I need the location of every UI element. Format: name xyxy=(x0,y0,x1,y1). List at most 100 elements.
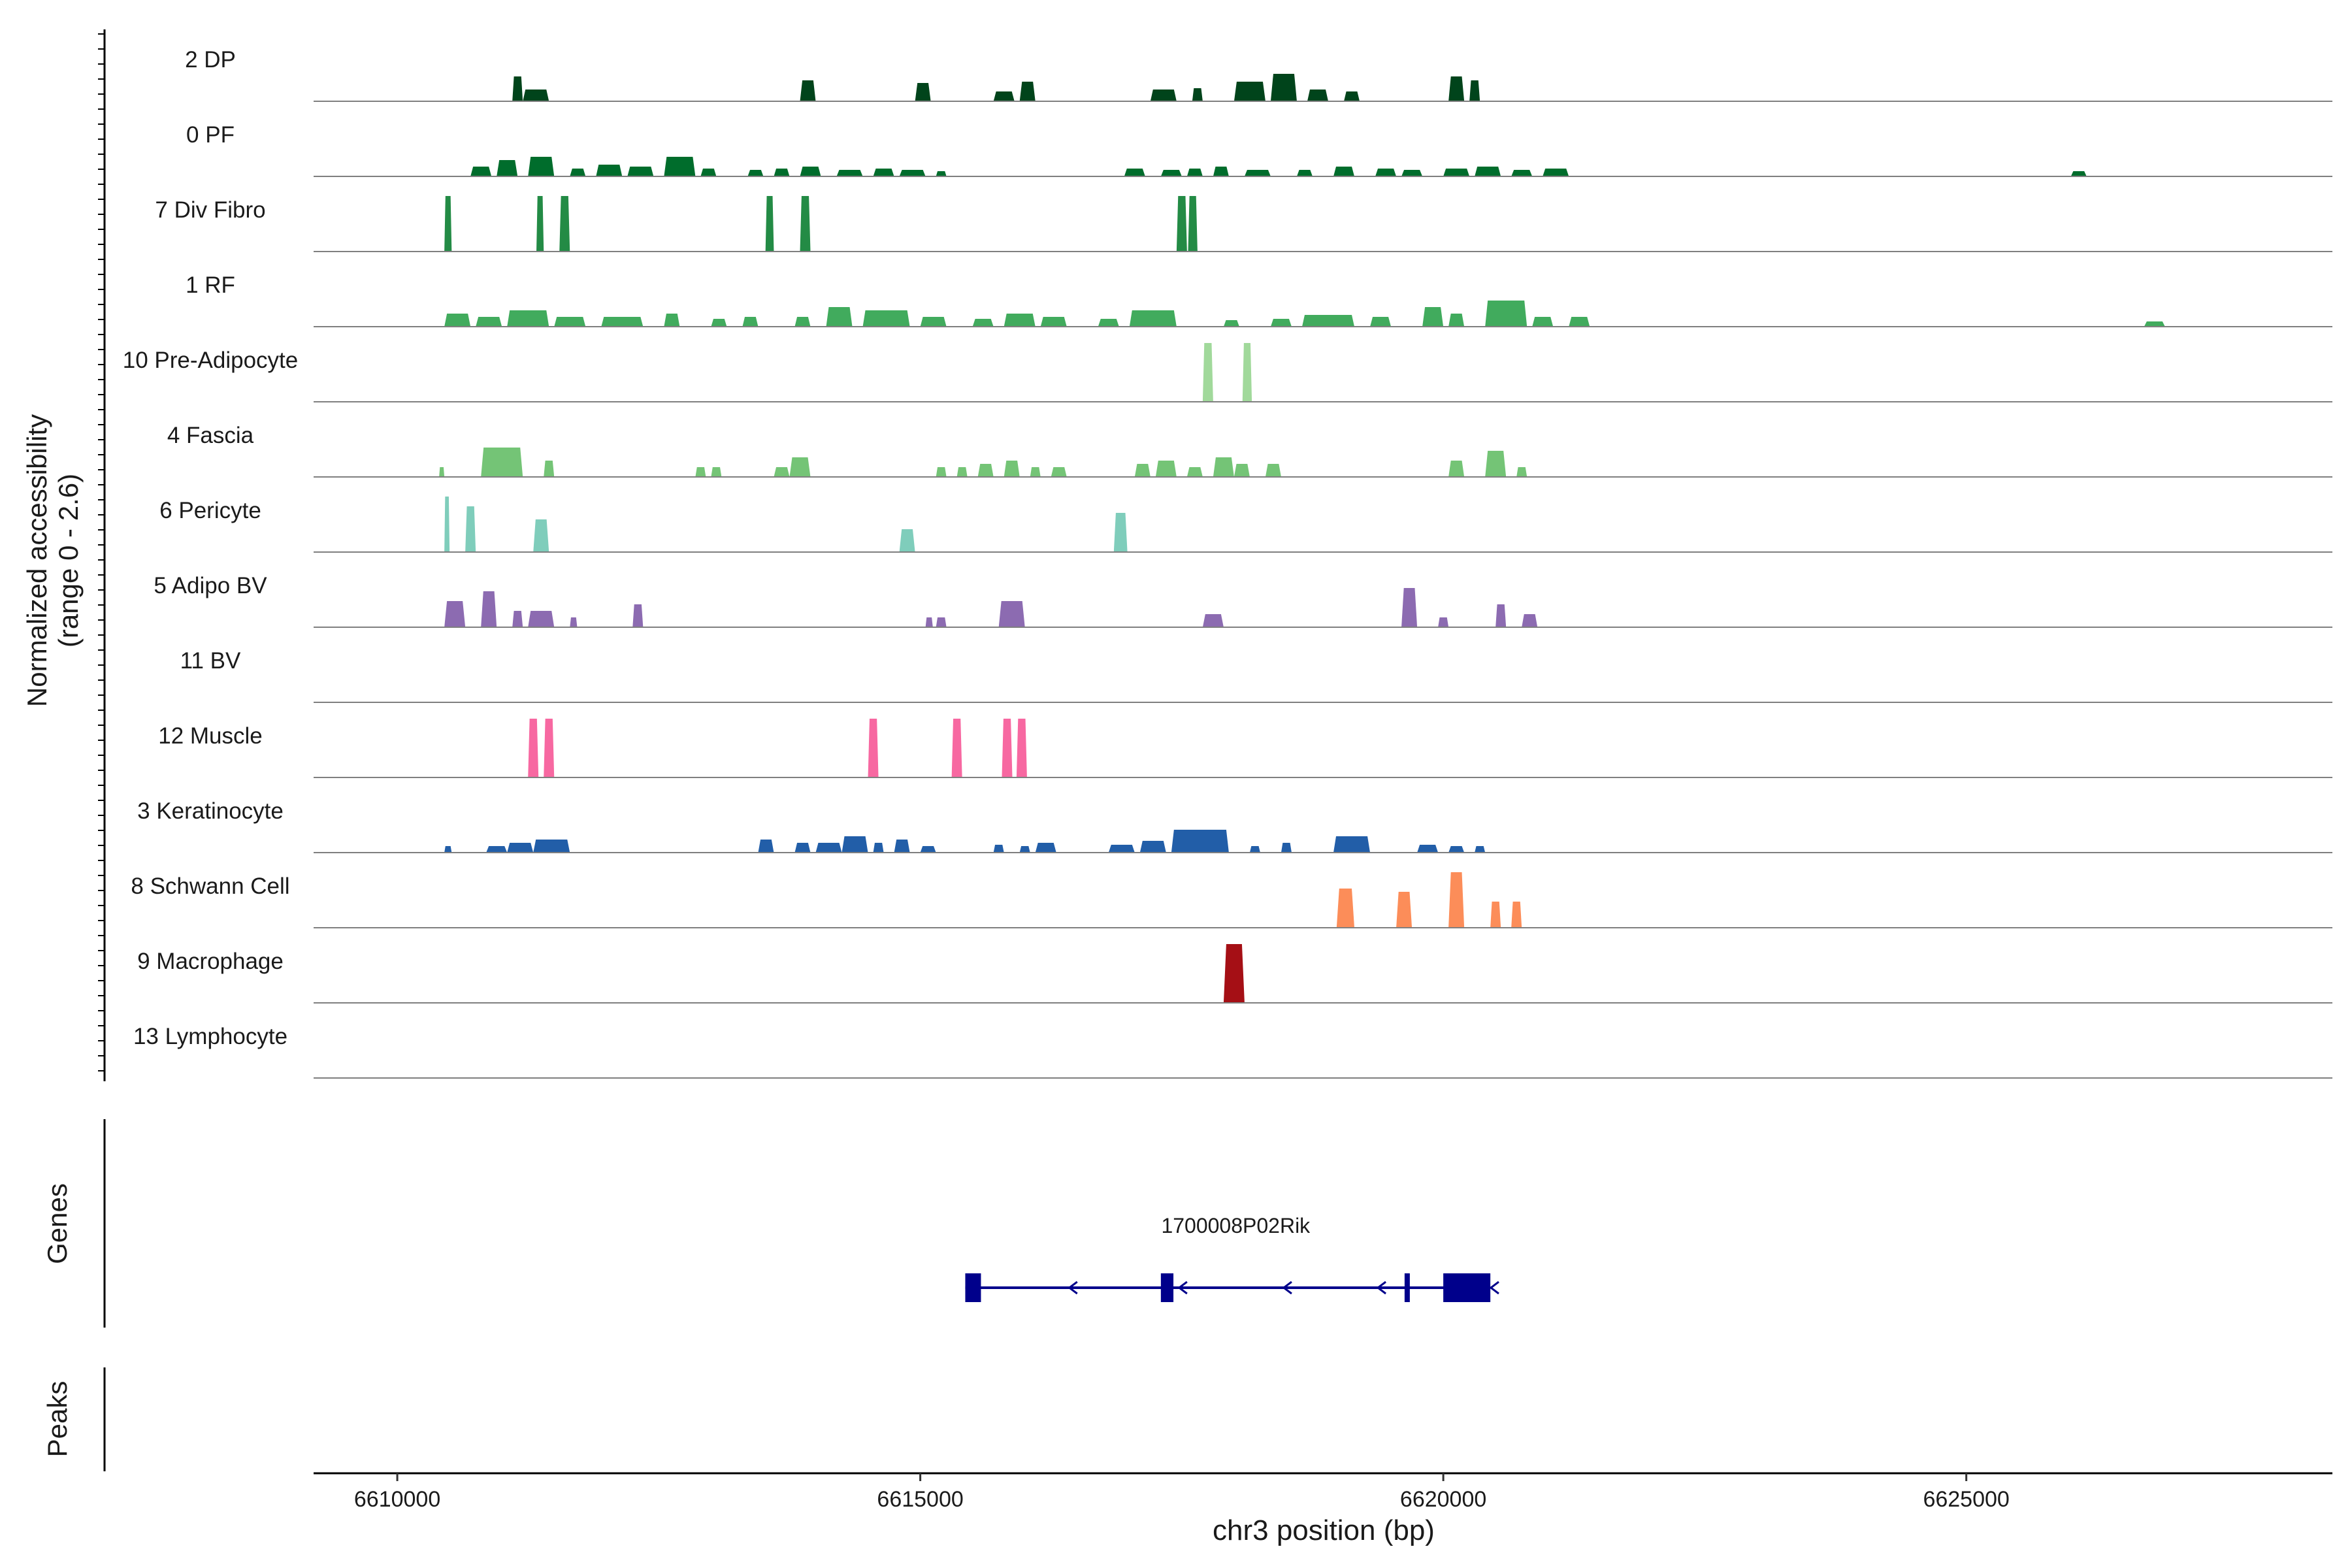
coverage-peak xyxy=(523,90,549,101)
track-label: 0 PF xyxy=(186,122,235,148)
track: 1 RF xyxy=(186,272,2332,327)
track-label: 10 Pre-Adipocyte xyxy=(123,348,298,373)
track-label: 4 Fascia xyxy=(167,423,254,448)
track: 10 Pre-Adipocyte xyxy=(123,343,2332,402)
coverage-peak xyxy=(899,170,926,176)
track: 0 PF xyxy=(186,122,2332,177)
coverage-peak xyxy=(1417,845,1439,853)
coverage-peak xyxy=(481,591,497,627)
coverage-peak xyxy=(528,611,555,627)
coverage-peak xyxy=(465,506,476,552)
y-axis-label: Normalized accessibility xyxy=(22,414,52,707)
coverage-peak xyxy=(894,840,910,853)
coverage-peak xyxy=(1242,343,1252,402)
track: 7 Div Fibro xyxy=(155,196,2332,252)
coverage-peak xyxy=(1176,196,1187,252)
accessibility-tracks: 2 DP 0 PF 7 Div Fibro 1 RF 10 Pre-Adipocyte 4… xyxy=(123,47,2332,1079)
coverage-peak xyxy=(925,617,933,627)
coverage-peak xyxy=(1344,91,1360,101)
strand-arrow xyxy=(1489,1281,1499,1295)
coverage-peak xyxy=(1202,614,1224,627)
coverage-peak xyxy=(800,167,821,176)
coverage-peak xyxy=(789,457,811,477)
coverage-peak xyxy=(1134,464,1151,477)
coverage-peak xyxy=(1019,82,1036,101)
coverage-peak xyxy=(1485,451,1507,477)
coverage-peak xyxy=(794,843,811,853)
y-axis xyxy=(98,29,106,1471)
coverage-peak xyxy=(533,519,549,552)
genes-panel-label: Genes xyxy=(42,1183,73,1264)
x-tick-label: 6625000 xyxy=(1923,1487,2009,1512)
coverage-peak xyxy=(956,467,968,477)
gene-exon xyxy=(965,1273,981,1302)
coverage-peak xyxy=(920,846,936,853)
coverage-peak xyxy=(528,157,555,176)
coverage-peak xyxy=(747,170,764,176)
coverage-peak xyxy=(1543,169,1569,176)
coverage-peak xyxy=(936,617,947,627)
coverage-peak xyxy=(1233,82,1266,101)
coverage-peak xyxy=(1522,614,1538,627)
coverage-peak xyxy=(1270,319,1292,327)
x-axis-label: chr3 position (bp) xyxy=(1213,1514,1435,1546)
coverage-peak xyxy=(1171,830,1229,853)
y-axis-range-label: (range 0 - 2.6) xyxy=(53,474,84,647)
coverage-peak xyxy=(1443,169,1470,176)
coverage-peak xyxy=(920,317,947,327)
track-label: 1 RF xyxy=(186,272,235,298)
coverage-peak xyxy=(794,317,811,327)
coverage-peak xyxy=(1448,846,1465,853)
coverage-peak xyxy=(1188,196,1198,252)
coverage-peak xyxy=(1375,169,1397,176)
track: 11 BV xyxy=(180,648,2332,703)
coverage-peak xyxy=(711,319,727,327)
coverage-peak xyxy=(711,467,722,477)
x-axis: 6610000 6615000 6620000 6625000 xyxy=(314,1472,2332,1512)
coverage-peak xyxy=(1108,845,1135,853)
coverage-peak xyxy=(497,160,518,176)
coverage-peak xyxy=(544,461,555,477)
coverage-peak xyxy=(470,167,492,176)
coverage-peak xyxy=(444,497,450,552)
coverage-peak xyxy=(1333,167,1355,176)
x-tick-label: 6615000 xyxy=(877,1487,963,1512)
coverage-peak xyxy=(444,601,466,627)
coverage-peak xyxy=(570,617,578,627)
strand-arrow xyxy=(1282,1281,1292,1295)
coverage-peak xyxy=(1186,467,1203,477)
coverage-peak xyxy=(1113,513,1128,552)
coverage-peak xyxy=(1040,317,1067,327)
coverage-peak xyxy=(444,846,452,853)
coverage-peak xyxy=(481,448,523,477)
track: 12 Muscle xyxy=(158,719,2332,778)
coverage-peak xyxy=(993,91,1015,101)
track: 4 Fascia xyxy=(167,423,2332,478)
coverage-peak xyxy=(1333,836,1371,853)
coverage-peak xyxy=(627,167,654,176)
track-label: 7 Div Fibro xyxy=(155,197,265,223)
track-label: 9 Macrophage xyxy=(137,949,284,974)
coverage-peak xyxy=(862,310,910,327)
gene-exon xyxy=(1160,1273,1174,1302)
coverage-peak xyxy=(2070,171,2087,176)
coverage-peak xyxy=(1475,167,1501,176)
track: 3 Keratinocyte xyxy=(137,798,2332,853)
gene-exon xyxy=(1404,1273,1410,1302)
gene-exon xyxy=(1443,1273,1491,1302)
strand-arrow xyxy=(1177,1281,1188,1295)
coverage-peak xyxy=(815,843,842,853)
coverage-peak xyxy=(1495,604,1507,627)
coverage-peak xyxy=(2144,321,2165,327)
coverage-peak xyxy=(1004,314,1036,327)
coverage-peak xyxy=(1213,457,1234,477)
coverage-peak xyxy=(1336,889,1355,928)
coverage-peak xyxy=(476,317,502,327)
coverage-peak xyxy=(1281,843,1292,853)
coverage-peak xyxy=(993,845,1004,853)
coverage-peak xyxy=(1202,343,1213,402)
gene-annotation-panel: 1700008P02Rik xyxy=(965,1214,1499,1302)
coverage-peak xyxy=(1004,461,1020,477)
coverage-peak xyxy=(664,157,696,176)
coverage-peak xyxy=(841,836,868,853)
